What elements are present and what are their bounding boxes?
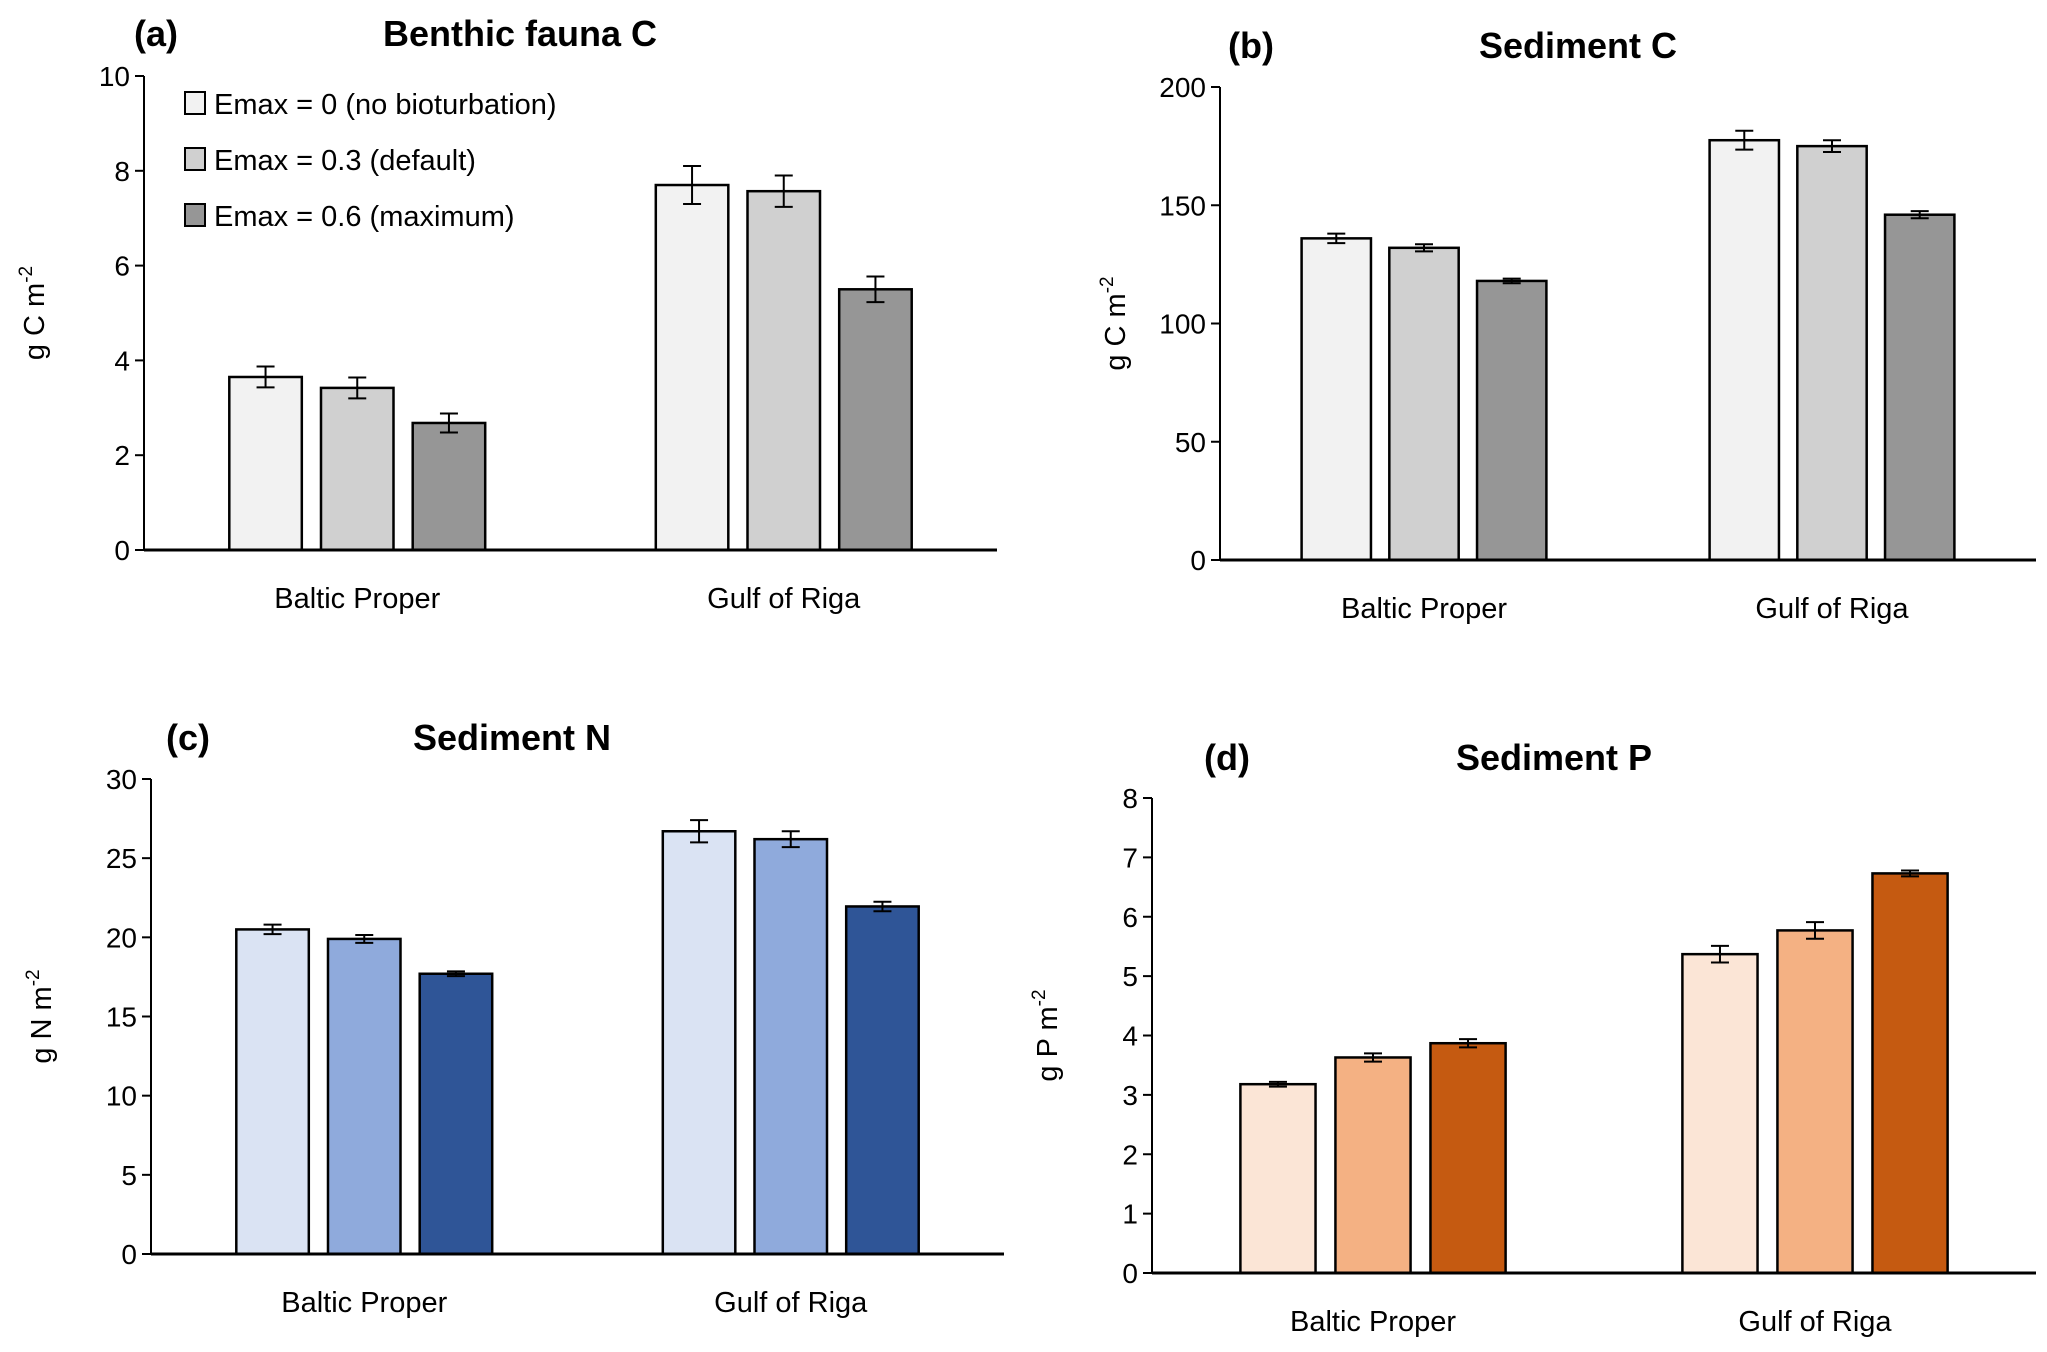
bar [1796, 144, 1868, 562]
bar [753, 837, 829, 1256]
y-tick-label: 8 [1122, 783, 1138, 814]
y-axis-label-unit: g N m [26, 986, 58, 1063]
bar [1334, 1056, 1412, 1275]
y-axis-label-unit: g P m [1032, 1006, 1064, 1081]
y-axis-label-unit: g C m [1100, 293, 1132, 370]
y-axis-label-exponent: -2 [23, 969, 44, 986]
bar [319, 386, 395, 552]
y-axis-label: g C m-2 [1097, 276, 1132, 370]
x-tick-label: Baltic Proper [1290, 1306, 1456, 1338]
panel-label: (d) [1204, 737, 1250, 778]
panel-label: (c) [166, 717, 210, 758]
y-axis-label: g P m-2 [1029, 989, 1064, 1081]
bar [844, 905, 920, 1256]
legend-label: Emax = 0.6 (maximum) [214, 201, 515, 233]
y-tick-label: 5 [121, 1160, 137, 1191]
y-tick-label: 3 [1122, 1080, 1138, 1111]
bar [418, 972, 494, 1256]
y-tick-label: 10 [106, 1081, 137, 1112]
chart-panel-c: (c) Sediment N 0 5 10 15 20 25 30 g N m-2 Baltic P… [23, 717, 1004, 1319]
legend-label: Emax = 0.3 (default) [214, 145, 476, 177]
bar [1681, 952, 1759, 1275]
y-tick-label: 30 [106, 764, 137, 795]
bar [1300, 237, 1373, 562]
y-axis-label: g C m-2 [16, 266, 51, 360]
y-tick-label: 10 [99, 61, 130, 92]
y-tick-label: 7 [1122, 842, 1138, 873]
y-tick-label: 15 [106, 1002, 137, 1033]
y-tick-label: 1 [1122, 1199, 1138, 1230]
y-axis-label: g N m-2 [23, 969, 58, 1063]
chart-panel-b: (b) Sediment C 0 50 100 150 200 g C m-2 Baltic P… [1097, 25, 2036, 625]
bar [661, 830, 737, 1256]
y-tick-label: 20 [106, 922, 137, 953]
y-tick-label: 0 [121, 1239, 137, 1270]
x-tick-label: Baltic Proper [1341, 593, 1507, 625]
legend-swatch [184, 91, 206, 115]
y-tick-label: 8 [114, 156, 130, 187]
y-tick-label: 25 [106, 843, 137, 874]
x-tick-label: Gulf of Riga [1755, 593, 1909, 625]
y-tick-label: 5 [1122, 961, 1138, 992]
bar [1708, 138, 1781, 562]
x-tick-label: Baltic Proper [281, 1287, 447, 1319]
x-tick-label: Baltic Proper [274, 583, 440, 615]
y-tick-label: 50 [1175, 427, 1206, 458]
chart-title: Sediment P [1456, 737, 1652, 778]
y-tick-label: 6 [1122, 902, 1138, 933]
bar [837, 288, 913, 552]
y-tick-label: 2 [1122, 1139, 1138, 1170]
panel-label: (b) [1228, 25, 1274, 66]
chart-panel-a: (a) Benthic fauna C 0 2 4 6 8 10 g C m-2 Baltic P… [16, 13, 997, 615]
y-tick-label: 0 [1122, 1258, 1138, 1289]
y-tick-label: 4 [1122, 1021, 1138, 1052]
y-tick-label: 4 [114, 345, 130, 376]
bar [746, 189, 822, 552]
y-tick-label: 2 [114, 440, 130, 471]
legend-label: Emax = 0 (no bioturbation) [214, 89, 557, 121]
bar [235, 928, 311, 1256]
bar [411, 421, 487, 552]
chart-title: Benthic fauna C [383, 13, 657, 54]
x-tick-label: Gulf of Riga [707, 583, 861, 615]
bar [1475, 279, 1548, 562]
bar [1429, 1041, 1507, 1275]
panel-label: (a) [134, 13, 178, 54]
chart-title: Sediment N [413, 717, 611, 758]
y-tick-label: 200 [1159, 72, 1206, 103]
y-tick-label: 0 [1190, 545, 1206, 576]
x-tick-label: Gulf of Riga [1738, 1306, 1892, 1338]
chart-title: Sediment C [1479, 25, 1677, 66]
y-tick-label: 150 [1159, 190, 1206, 221]
y-axis-label-unit: g C m [19, 283, 51, 360]
bar [1388, 246, 1460, 562]
bar [1239, 1082, 1317, 1275]
bar [654, 183, 730, 552]
legend-swatch [184, 203, 206, 227]
bar [228, 375, 304, 552]
legend: Emax = 0 (no bioturbation) Emax = 0.3 (de… [184, 89, 557, 233]
y-axis-label-exponent: -2 [16, 266, 37, 283]
bar [326, 937, 402, 1256]
x-tick-label: Gulf of Riga [714, 1287, 868, 1319]
chart-panel-d: (d) Sediment P 0 1 2 3 4 5 6 7 8 g P m-2 Baltic Prop… [1029, 737, 2036, 1338]
bar [1871, 872, 1949, 1275]
y-tick-label: 100 [1159, 309, 1206, 340]
y-axis-label-exponent: -2 [1029, 989, 1050, 1006]
bar [1776, 929, 1854, 1275]
bar [1883, 213, 1956, 562]
y-axis-label-exponent: -2 [1097, 276, 1118, 293]
y-tick-label: 6 [114, 251, 130, 282]
y-tick-label: 0 [114, 535, 130, 566]
legend-swatch [184, 147, 206, 171]
